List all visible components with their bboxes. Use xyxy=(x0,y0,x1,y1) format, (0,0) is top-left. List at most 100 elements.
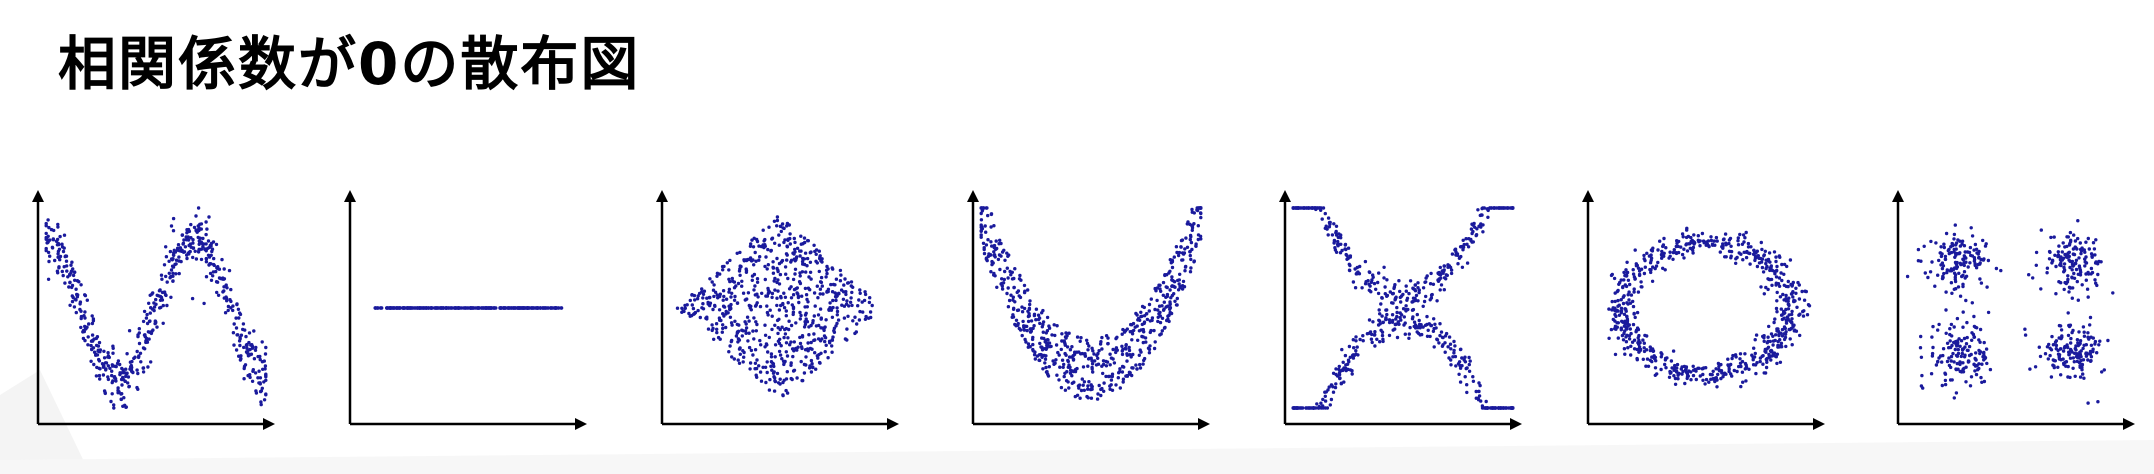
data-point xyxy=(2047,257,2052,261)
data-point xyxy=(1968,245,1973,250)
data-point xyxy=(758,338,762,343)
data-point xyxy=(2068,375,2072,380)
data-point xyxy=(1626,278,1631,282)
data-point xyxy=(1639,285,1643,289)
data-point xyxy=(1447,356,1451,360)
data-point xyxy=(151,291,155,295)
data-point xyxy=(1306,206,1311,210)
data-point xyxy=(819,280,824,285)
data-point xyxy=(776,381,781,385)
data-point xyxy=(1760,354,1764,358)
data-point xyxy=(2079,358,2083,363)
data-point xyxy=(1780,262,1784,267)
data-point xyxy=(109,399,113,404)
data-point xyxy=(1970,338,1974,342)
data-point xyxy=(819,275,824,280)
data-point xyxy=(1673,382,1678,386)
data-point xyxy=(1447,335,1452,339)
data-point xyxy=(1607,336,1611,340)
data-point xyxy=(1964,380,1968,384)
data-point xyxy=(138,351,143,355)
data-point xyxy=(1965,335,1969,340)
data-point xyxy=(1100,347,1104,351)
data-point xyxy=(1471,240,1475,244)
data-point xyxy=(209,278,214,282)
data-point xyxy=(1948,327,1952,331)
data-point xyxy=(1977,366,1981,371)
data-point xyxy=(1777,332,1781,336)
data-point xyxy=(222,267,226,271)
data-point xyxy=(1797,297,1802,301)
data-point xyxy=(855,322,859,326)
data-point xyxy=(698,315,702,320)
data-point xyxy=(198,236,202,240)
data-point xyxy=(448,306,452,310)
data-point xyxy=(1165,292,1170,297)
data-point xyxy=(1428,334,1432,339)
data-points xyxy=(979,206,1203,401)
data-point xyxy=(1443,350,1447,354)
data-point xyxy=(1337,232,1341,236)
data-point xyxy=(2069,349,2073,353)
data-point xyxy=(1774,275,1779,279)
data-point xyxy=(1744,366,1748,370)
data-point xyxy=(734,284,738,288)
data-point xyxy=(2076,236,2080,241)
data-point xyxy=(1342,380,1346,384)
data-point xyxy=(1413,296,1417,301)
data-point xyxy=(1007,298,1012,303)
data-point xyxy=(1061,365,1065,369)
data-point xyxy=(1111,357,1115,361)
data-point xyxy=(191,246,195,250)
data-point xyxy=(1407,291,1411,296)
data-point xyxy=(1421,304,1425,308)
data-point xyxy=(1139,310,1143,314)
data-point xyxy=(1709,377,1713,381)
data-point xyxy=(1759,240,1763,245)
data-point xyxy=(1085,338,1089,342)
data-point xyxy=(744,331,748,335)
data-point xyxy=(1418,333,1422,337)
data-point xyxy=(1099,393,1103,398)
data-point xyxy=(1633,315,1637,320)
data-point xyxy=(770,236,775,240)
data-point xyxy=(1426,328,1430,332)
data-point xyxy=(817,353,821,357)
data-point xyxy=(1170,284,1174,288)
data-point xyxy=(787,319,791,323)
data-point xyxy=(127,384,131,389)
data-point xyxy=(74,287,78,291)
data-point xyxy=(848,300,853,304)
data-point xyxy=(1727,364,1731,368)
data-point xyxy=(715,327,719,331)
data-point xyxy=(1747,367,1751,371)
data-point xyxy=(1746,245,1751,249)
data-point xyxy=(1367,318,1372,322)
data-point xyxy=(1071,358,1076,362)
data-point xyxy=(1343,242,1348,247)
data-point xyxy=(1959,354,1963,359)
data-point xyxy=(838,268,843,273)
data-point xyxy=(1978,327,1983,332)
data-point xyxy=(1397,322,1401,326)
data-point xyxy=(1188,237,1192,242)
data-point xyxy=(1351,356,1356,360)
data-point xyxy=(2098,339,2102,343)
data-point xyxy=(1063,342,1067,346)
data-point xyxy=(1424,294,1428,299)
data-point xyxy=(125,352,129,356)
data-point xyxy=(159,273,164,277)
data-point xyxy=(1767,251,1772,255)
data-point xyxy=(1711,243,1715,247)
data-point xyxy=(1941,274,1945,279)
data-point xyxy=(1189,240,1194,245)
data-point xyxy=(1493,406,1498,410)
data-point xyxy=(1368,270,1372,275)
data-point xyxy=(1740,242,1745,246)
data-point xyxy=(1057,378,1061,382)
data-point xyxy=(504,306,508,310)
data-point xyxy=(866,316,871,320)
data-point xyxy=(144,339,148,343)
data-point xyxy=(801,256,805,261)
data-point xyxy=(818,254,822,258)
